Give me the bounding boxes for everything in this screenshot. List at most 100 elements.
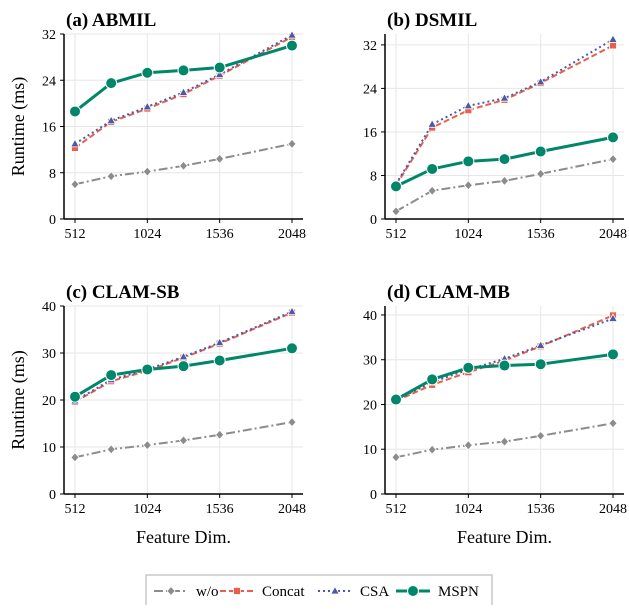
data-point (178, 435, 189, 446)
series-line (395, 352, 614, 401)
legend-item-mspn: MSPN (396, 584, 479, 600)
y-tick-label: 40 (363, 309, 377, 324)
data-point (390, 180, 402, 193)
data-point (426, 162, 439, 175)
panel-abmil: 0 8 16 24 32 512 1024 1536 2048 (a) ABMIL Runtime … (8, 10, 306, 242)
data-point (463, 180, 473, 191)
series-w-o (391, 154, 618, 217)
data-point (70, 179, 80, 190)
data-point (608, 34, 618, 43)
data-point (106, 115, 117, 125)
legend: w/o Concat CSA MSPN (145, 574, 493, 608)
y-tick-label: 20 (42, 394, 56, 409)
series-mspn (69, 342, 298, 403)
data-point (608, 154, 618, 165)
series-mspn (69, 39, 298, 118)
x-tick-label: 512 (65, 227, 86, 242)
y-tick-label: 32 (42, 28, 56, 43)
x-tick-label: 2048 (278, 502, 306, 517)
legend-item-w-o: w/o (154, 584, 219, 600)
data-point (177, 64, 190, 77)
data-point (142, 440, 152, 451)
data-point (105, 369, 118, 382)
data-point (142, 166, 152, 177)
series-line (74, 34, 293, 145)
y-tick-label: 30 (363, 354, 377, 369)
data-point (536, 430, 546, 441)
series-line (74, 421, 293, 459)
legend-marker (166, 585, 176, 597)
x-tick-label: 1024 (133, 502, 161, 517)
x-tick-label: 1536 (527, 227, 555, 242)
data-point (70, 138, 80, 148)
y-tick-label: 16 (42, 121, 56, 136)
series-line (395, 44, 614, 186)
data-point (426, 373, 439, 386)
data-point (69, 105, 81, 118)
data-point (427, 185, 437, 196)
data-point (213, 61, 226, 74)
legend-marker (407, 585, 419, 597)
data-point (609, 41, 617, 50)
data-point (536, 168, 546, 179)
data-point (463, 100, 474, 110)
data-point (608, 313, 618, 322)
data-point (462, 361, 475, 374)
data-point (287, 29, 297, 39)
data-point (499, 436, 510, 447)
data-point (215, 429, 225, 440)
legend-item-concat: Concat (220, 584, 305, 600)
legend-label: MSPN (438, 584, 479, 600)
data-point (534, 358, 547, 371)
data-point (178, 351, 189, 361)
data-point (391, 452, 401, 463)
panel-title: (a) ABMIL (66, 10, 156, 31)
data-point (607, 131, 619, 144)
data-point (69, 390, 81, 403)
panel-title: (c) CLAM-SB (66, 282, 180, 303)
y-tick-label: 40 (42, 300, 56, 315)
x-tick-label: 2048 (599, 227, 627, 242)
data-point (70, 452, 80, 463)
series-csa (70, 306, 297, 405)
series-mspn (390, 131, 619, 193)
x-tick-label: 1536 (527, 502, 555, 517)
data-point (106, 444, 116, 455)
series-csa (70, 29, 297, 148)
y-tick-label: 10 (363, 443, 377, 458)
x-tick-label: 1024 (454, 502, 482, 517)
data-point (286, 342, 298, 355)
legend-label: CSA (360, 584, 389, 600)
series-line (395, 135, 614, 188)
data-point (177, 360, 190, 373)
panel-clam-mb: 0 10 20 30 40 512 1024 1536 2048 (d) CLAM-MB Featu… (363, 282, 627, 547)
data-point (427, 119, 438, 128)
data-point (462, 155, 475, 168)
series-w-o (70, 138, 297, 190)
y-tick-label: 8 (49, 167, 56, 182)
series-line (74, 346, 293, 398)
y-tick-label: 0 (49, 488, 56, 503)
x-tick-label: 2048 (278, 227, 306, 242)
x-tick-label: 512 (386, 502, 407, 517)
data-point (534, 145, 547, 158)
data-point (287, 416, 297, 428)
y-tick-label: 24 (363, 82, 377, 97)
data-point (141, 363, 154, 376)
y-tick-label: 0 (370, 488, 377, 503)
y-tick-label: 8 (370, 169, 377, 184)
data-point (463, 440, 473, 451)
data-point (427, 444, 437, 455)
x-tick-label: 1536 (206, 502, 234, 517)
y-tick-label: 0 (49, 213, 56, 228)
series-line (395, 38, 614, 185)
data-point (499, 92, 510, 102)
x-tick-label: 2048 (599, 502, 627, 517)
y-axis-label: Runtime (ms) (8, 77, 29, 177)
data-point (499, 175, 510, 187)
x-tick-label: 512 (65, 502, 86, 517)
x-tick-label: 512 (386, 227, 407, 242)
data-point (286, 39, 298, 52)
